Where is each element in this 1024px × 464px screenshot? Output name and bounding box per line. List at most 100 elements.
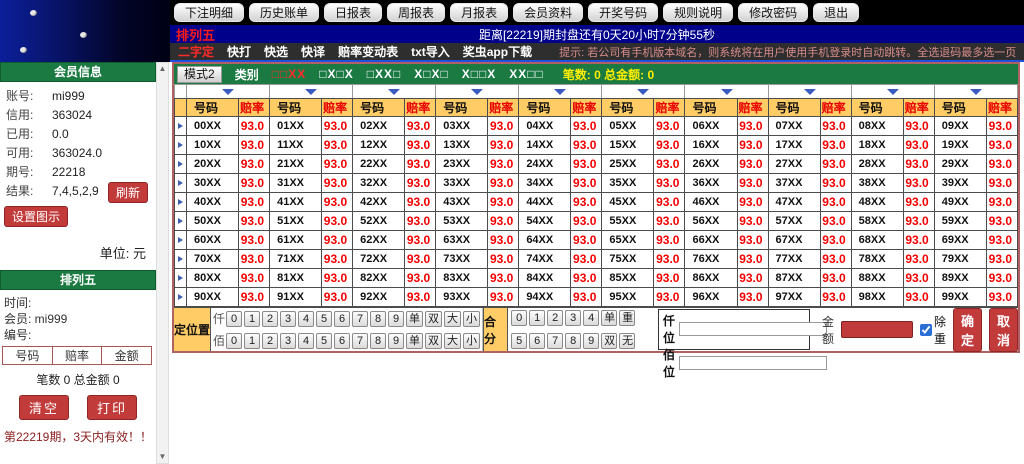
column-dropdown-cell[interactable] bbox=[269, 84, 354, 99]
bet-odds-cell[interactable]: 93.0 bbox=[736, 211, 769, 231]
sum-button[interactable]: 9 bbox=[583, 333, 600, 349]
bet-odds-cell[interactable]: 93.0 bbox=[487, 230, 520, 250]
row-expand-cell[interactable] bbox=[174, 287, 187, 307]
bet-number-cell[interactable]: 58XX bbox=[850, 211, 904, 231]
bet-odds-cell[interactable]: 93.0 bbox=[570, 287, 603, 307]
scroll-up-icon[interactable]: ▲ bbox=[158, 64, 167, 73]
bet-number-cell[interactable]: 36XX bbox=[684, 173, 738, 193]
menu-item[interactable]: txt导入 bbox=[411, 45, 450, 59]
position-button[interactable]: 4 bbox=[298, 310, 315, 327]
bet-number-cell[interactable]: 45XX bbox=[601, 192, 655, 212]
bet-odds-cell[interactable]: 93.0 bbox=[653, 116, 686, 136]
toolbar-button[interactable]: 月报表 bbox=[450, 3, 509, 22]
category-item[interactable]: X□□X bbox=[461, 67, 497, 81]
position-button[interactable]: 3 bbox=[280, 332, 297, 349]
bet-odds-cell[interactable]: 93.0 bbox=[819, 135, 852, 155]
bet-number-cell[interactable]: 06XX bbox=[684, 116, 738, 136]
bet-odds-cell[interactable]: 93.0 bbox=[736, 287, 769, 307]
row-expand-cell[interactable] bbox=[174, 249, 187, 269]
bet-odds-cell[interactable]: 93.0 bbox=[653, 268, 686, 288]
column-dropdown-cell[interactable] bbox=[850, 84, 935, 99]
column-dropdown-cell[interactable] bbox=[684, 84, 769, 99]
bet-number-cell[interactable]: 01XX bbox=[269, 116, 323, 136]
bet-number-cell[interactable]: 83XX bbox=[435, 268, 489, 288]
bet-odds-cell[interactable]: 93.0 bbox=[238, 287, 271, 307]
row-expand-cell[interactable] bbox=[174, 268, 187, 288]
bet-number-cell[interactable]: 43XX bbox=[435, 192, 489, 212]
menu-item[interactable]: 二字定 bbox=[178, 45, 215, 59]
bet-number-cell[interactable]: 18XX bbox=[850, 135, 904, 155]
row-expand-cell[interactable] bbox=[174, 154, 187, 174]
bet-number-cell[interactable]: 49XX bbox=[933, 192, 987, 212]
set-icon-button[interactable]: 设置图示 bbox=[4, 206, 69, 227]
row-expand-cell[interactable] bbox=[174, 173, 187, 193]
bet-odds-cell[interactable]: 93.0 bbox=[902, 287, 935, 307]
digit-input[interactable] bbox=[678, 322, 827, 336]
bet-odds-cell[interactable]: 93.0 bbox=[404, 173, 437, 193]
bet-number-cell[interactable]: 25XX bbox=[601, 154, 655, 174]
bet-number-cell[interactable]: 00XX bbox=[185, 116, 240, 136]
bet-odds-cell[interactable]: 93.0 bbox=[819, 230, 852, 250]
bet-odds-cell[interactable]: 93.0 bbox=[238, 268, 271, 288]
bet-odds-cell[interactable]: 93.0 bbox=[404, 116, 437, 136]
bet-odds-cell[interactable]: 93.0 bbox=[736, 173, 769, 193]
bet-odds-cell[interactable]: 93.0 bbox=[985, 135, 1019, 155]
row-expand-icon[interactable] bbox=[178, 294, 183, 300]
column-dropdown-cell[interactable] bbox=[767, 84, 852, 99]
bet-number-cell[interactable]: 97XX bbox=[767, 287, 821, 307]
refresh-button[interactable]: 刷新 bbox=[107, 182, 148, 203]
print-button[interactable]: 打印 bbox=[87, 395, 138, 420]
bet-number-cell[interactable]: 64XX bbox=[518, 230, 572, 250]
menu-item[interactable]: 赔率变动表 bbox=[338, 45, 399, 59]
bet-odds-cell[interactable]: 93.0 bbox=[902, 173, 935, 193]
bet-odds-cell[interactable]: 93.0 bbox=[902, 192, 935, 212]
bet-odds-cell[interactable]: 93.0 bbox=[321, 116, 354, 136]
toolbar-button[interactable]: 规则说明 bbox=[663, 3, 734, 22]
position-button[interactable]: 2 bbox=[262, 310, 279, 327]
bet-odds-cell[interactable]: 93.0 bbox=[736, 135, 769, 155]
bet-number-cell[interactable]: 79XX bbox=[933, 249, 987, 269]
category-item[interactable]: □X□X bbox=[319, 67, 354, 81]
position-button[interactable]: 7 bbox=[352, 332, 369, 349]
position-button[interactable]: 6 bbox=[334, 332, 351, 349]
row-expand-cell[interactable] bbox=[174, 211, 187, 231]
bet-odds-cell[interactable]: 93.0 bbox=[653, 287, 686, 307]
bet-odds-cell[interactable]: 93.0 bbox=[985, 268, 1019, 288]
row-expand-cell[interactable] bbox=[174, 192, 187, 212]
bet-number-cell[interactable]: 38XX bbox=[850, 173, 904, 193]
bet-odds-cell[interactable]: 93.0 bbox=[404, 230, 437, 250]
bet-number-cell[interactable]: 44XX bbox=[518, 192, 572, 212]
bet-number-cell[interactable]: 47XX bbox=[767, 192, 821, 212]
bet-odds-cell[interactable]: 93.0 bbox=[487, 287, 520, 307]
bet-number-cell[interactable]: 72XX bbox=[352, 249, 406, 269]
bet-odds-cell[interactable]: 93.0 bbox=[985, 230, 1019, 250]
position-button[interactable]: 3 bbox=[280, 310, 297, 327]
bet-number-cell[interactable]: 26XX bbox=[684, 154, 738, 174]
bet-odds-cell[interactable]: 93.0 bbox=[985, 154, 1019, 174]
bet-odds-cell[interactable]: 93.0 bbox=[902, 230, 935, 250]
bet-number-cell[interactable]: 10XX bbox=[185, 135, 240, 155]
bet-number-cell[interactable]: 85XX bbox=[601, 268, 655, 288]
chevron-down-icon[interactable] bbox=[222, 88, 235, 95]
bet-odds-cell[interactable]: 93.0 bbox=[653, 192, 686, 212]
clear-button[interactable]: 清空 bbox=[18, 395, 69, 420]
sum-button[interactable]: 4 bbox=[583, 310, 600, 326]
bet-number-cell[interactable]: 71XX bbox=[269, 249, 323, 269]
bet-number-cell[interactable]: 53XX bbox=[435, 211, 489, 231]
bet-number-cell[interactable]: 70XX bbox=[185, 249, 240, 269]
column-dropdown-cell[interactable] bbox=[435, 84, 520, 99]
bet-odds-cell[interactable]: 93.0 bbox=[238, 135, 271, 155]
bet-number-cell[interactable]: 91XX bbox=[269, 287, 323, 307]
row-expand-icon[interactable] bbox=[178, 199, 183, 205]
bet-odds-cell[interactable]: 93.0 bbox=[985, 211, 1019, 231]
chevron-down-icon[interactable] bbox=[388, 88, 401, 95]
dedupe-checkbox[interactable] bbox=[919, 323, 932, 336]
position-button[interactable]: 7 bbox=[352, 310, 369, 327]
row-expand-icon[interactable] bbox=[178, 218, 183, 224]
bet-odds-cell[interactable]: 93.0 bbox=[404, 154, 437, 174]
bet-number-cell[interactable]: 33XX bbox=[435, 173, 489, 193]
bet-number-cell[interactable]: 65XX bbox=[601, 230, 655, 250]
bet-odds-cell[interactable]: 93.0 bbox=[321, 249, 354, 269]
sum-button[interactable]: 1 bbox=[529, 310, 546, 326]
bet-odds-cell[interactable]: 93.0 bbox=[819, 268, 852, 288]
